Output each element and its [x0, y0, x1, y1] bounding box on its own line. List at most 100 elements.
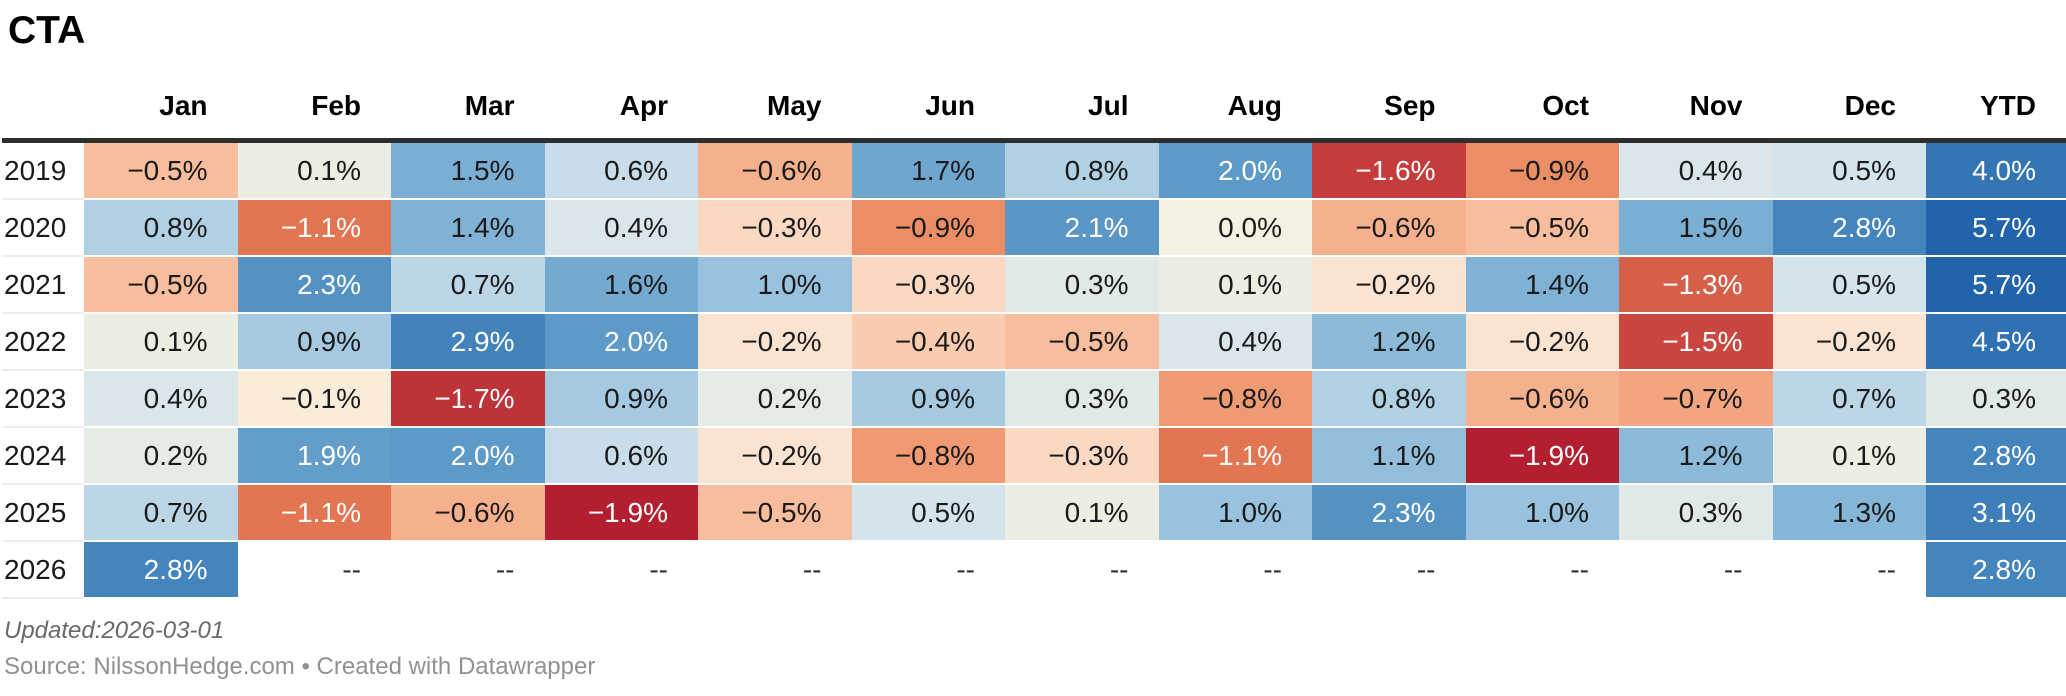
value-cell: 0.7%	[1772, 370, 1926, 428]
value-cell: 0.1%	[1005, 484, 1159, 542]
value-cell: --	[391, 541, 545, 599]
value-cell: 0.0%	[1158, 199, 1312, 257]
table-row-2025: 2025 0.7% −1.1% −0.6% −1.9% −0.5% 0.5% 0.1% 1.0%…	[2, 484, 2066, 542]
value-cell: 0.3%	[1619, 484, 1773, 542]
value-cell: --	[698, 541, 852, 599]
column-header-dec: Dec	[1772, 80, 1926, 143]
row-label: 2026	[2, 541, 84, 599]
value-cell: −1.1%	[1158, 427, 1312, 485]
value-cell: --	[237, 541, 391, 599]
value-cell: 2.8%	[84, 541, 238, 599]
value-cell: −0.3%	[851, 256, 1005, 314]
value-cell: 0.9%	[544, 370, 698, 428]
table-row-2019: 2019 −0.5% 0.1% 1.5% 0.6% −0.6% 1.7% 0.8% 2.0% −1…	[2, 140, 2066, 200]
value-cell: --	[1465, 541, 1619, 599]
column-header-may: May	[698, 80, 852, 143]
value-cell: −1.9%	[1465, 427, 1619, 485]
value-cell: 1.5%	[391, 140, 545, 200]
value-cell: −1.9%	[544, 484, 698, 542]
value-cell: 2.3%	[1312, 484, 1466, 542]
value-cell: −0.2%	[1312, 256, 1466, 314]
column-header-sep: Sep	[1312, 80, 1466, 143]
value-cell: 0.1%	[84, 313, 238, 371]
value-cell: 2.3%	[237, 256, 391, 314]
row-label: 2020	[2, 199, 84, 257]
value-cell: 1.2%	[1312, 313, 1466, 371]
value-cell: 1.2%	[1619, 427, 1773, 485]
value-cell: −1.6%	[1312, 140, 1466, 200]
value-cell: −0.3%	[698, 199, 852, 257]
value-cell: 3.1%	[1926, 484, 2066, 542]
value-cell: 2.9%	[391, 313, 545, 371]
value-cell: 0.7%	[391, 256, 545, 314]
value-cell: 4.5%	[1926, 313, 2066, 371]
value-cell: 5.7%	[1926, 199, 2066, 257]
value-cell: 2.8%	[1772, 199, 1926, 257]
value-cell: −0.5%	[84, 140, 238, 200]
value-cell: 0.8%	[84, 199, 238, 257]
value-cell: 1.6%	[544, 256, 698, 314]
column-header-jul: Jul	[1005, 80, 1159, 143]
value-cell: 1.4%	[1465, 256, 1619, 314]
value-cell: 1.0%	[698, 256, 852, 314]
value-cell: −0.6%	[391, 484, 545, 542]
value-cell: −1.1%	[237, 199, 391, 257]
table-body: 2019 −0.5% 0.1% 1.5% 0.6% −0.6% 1.7% 0.8% 2.0% −1…	[2, 140, 2066, 599]
column-header-aug: Aug	[1158, 80, 1312, 143]
value-cell: −0.5%	[1005, 313, 1159, 371]
value-cell: 1.4%	[391, 199, 545, 257]
value-cell: −0.2%	[1465, 313, 1619, 371]
value-cell: 0.4%	[544, 199, 698, 257]
value-cell: −0.8%	[1158, 370, 1312, 428]
table-row-2024: 2024 0.2% 1.9% 2.0% 0.6% −0.2% −0.8% −0.3% −1.1%…	[2, 427, 2066, 485]
row-label: 2022	[2, 313, 84, 371]
value-cell: −0.2%	[1772, 313, 1926, 371]
value-cell: −0.1%	[237, 370, 391, 428]
value-cell: 2.0%	[1158, 140, 1312, 200]
value-cell: 0.9%	[237, 313, 391, 371]
source-credit: Source: NilssonHedge.com • Created with …	[4, 653, 596, 680]
row-label: 2023	[2, 370, 84, 428]
value-cell: −0.5%	[698, 484, 852, 542]
value-cell: −1.3%	[1619, 256, 1773, 314]
value-cell: 0.5%	[1772, 140, 1926, 200]
value-cell: --	[1312, 541, 1466, 599]
table-row-2026: 2026 2.8% -- -- -- -- -- -- -- -- -- -- -- 2.8%	[2, 541, 2066, 599]
value-cell: 0.3%	[1926, 370, 2066, 428]
value-cell: 2.0%	[391, 427, 545, 485]
value-cell: −0.4%	[851, 313, 1005, 371]
column-header-jun: Jun	[851, 80, 1005, 143]
row-label: 2021	[2, 256, 84, 314]
value-cell: 0.8%	[1005, 140, 1159, 200]
row-label-header	[2, 80, 84, 143]
column-header-oct: Oct	[1465, 80, 1619, 143]
value-cell: 1.3%	[1772, 484, 1926, 542]
value-cell: 2.1%	[1005, 199, 1159, 257]
value-cell: −0.5%	[1465, 199, 1619, 257]
value-cell: --	[1619, 541, 1773, 599]
value-cell: −0.3%	[1005, 427, 1159, 485]
header-row: Jan Feb Mar Apr May Jun Jul Aug Sep Oct Nov Dec YTD	[2, 80, 2066, 143]
row-label: 2019	[2, 140, 84, 200]
table-row-2022: 2022 0.1% 0.9% 2.9% 2.0% −0.2% −0.4% −0.5% 0.4% 1…	[2, 313, 2066, 371]
value-cell: --	[1772, 541, 1926, 599]
chart-title: CTA	[8, 9, 86, 52]
value-cell: 0.3%	[1005, 256, 1159, 314]
updated-note: Updated:2026-03-01	[4, 617, 225, 644]
value-cell: 4.0%	[1926, 140, 2066, 200]
value-cell: 0.2%	[698, 370, 852, 428]
column-header-feb: Feb	[237, 80, 391, 143]
value-cell: --	[544, 541, 698, 599]
value-cell: 1.1%	[1312, 427, 1466, 485]
value-cell: 0.4%	[84, 370, 238, 428]
value-cell: −1.5%	[1619, 313, 1773, 371]
value-cell: −0.6%	[1465, 370, 1619, 428]
chart-container: CTA Jan Feb Mar Apr May Jun Jul Aug Sep Oct Nov Dec…	[2, 9, 2066, 680]
value-cell: −0.7%	[1619, 370, 1773, 428]
value-cell: 0.1%	[1158, 256, 1312, 314]
table-row-2021: 2021 −0.5% 2.3% 0.7% 1.6% 1.0% −0.3% 0.3% 0.1% −0…	[2, 256, 2066, 314]
value-cell: 2.8%	[1926, 541, 2066, 599]
heatmap-table: Jan Feb Mar Apr May Jun Jul Aug Sep Oct Nov Dec YTD …	[2, 80, 2066, 599]
value-cell: 0.5%	[1772, 256, 1926, 314]
row-label: 2024	[2, 427, 84, 485]
